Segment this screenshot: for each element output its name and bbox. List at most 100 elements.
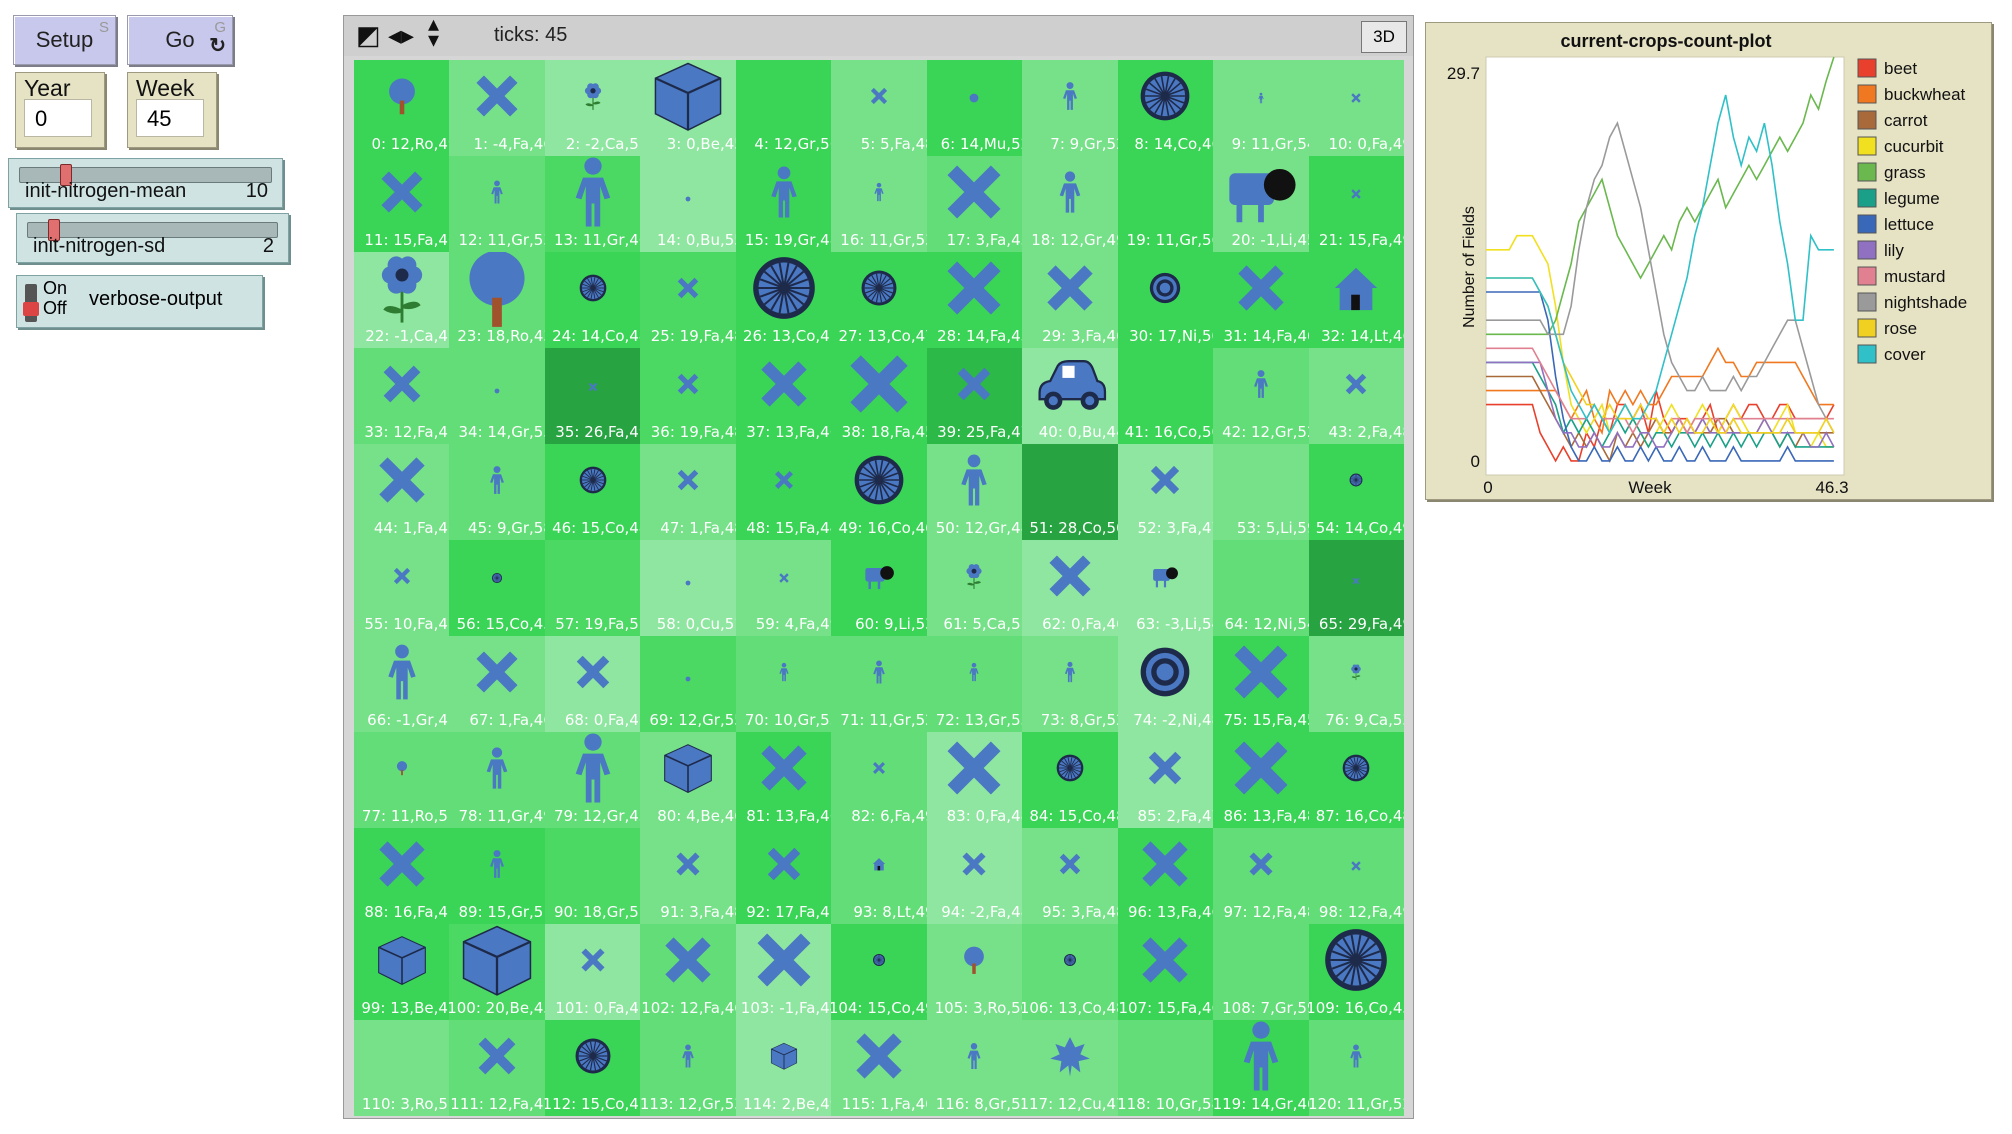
patch-cell[interactable]: 45: 9,Gr,58 — [449, 444, 545, 540]
patch-cell[interactable]: 54: 14,Co,49 — [1308, 444, 1404, 540]
patch-cell[interactable]: 66: -1,Gr,48 — [354, 636, 450, 732]
patch-cell[interactable]: 100: 20,Be,45 — [449, 924, 545, 1020]
patch-cell[interactable]: 14: 0,Bu,55 — [640, 156, 736, 252]
3d-button[interactable]: 3D — [1361, 21, 1407, 53]
patch-cell[interactable]: 73: 8,Gr,52 — [1022, 636, 1118, 732]
init-nitrogen-mean-slider[interactable]: init-nitrogen-mean 10 — [8, 158, 283, 208]
patch-cell[interactable]: 22: -1,Ca,46 — [354, 252, 450, 348]
patch-cell[interactable]: 48: 15,Fa,44 — [735, 444, 832, 540]
patch-cell[interactable]: 97: 12,Fa,48 — [1213, 828, 1309, 924]
patch-cell[interactable]: 6: 14,Mu,52 — [926, 60, 1023, 156]
patch-cell[interactable]: 88: 16,Fa,46 — [354, 828, 450, 924]
patch-cell[interactable]: 20: -1,Li,45 — [1213, 156, 1309, 252]
patch-cell[interactable]: 99: 13,Be,47 — [354, 924, 450, 1020]
slider-track[interactable] — [27, 219, 278, 241]
switch-knob[interactable] — [23, 302, 39, 316]
patch-cell[interactable]: 32: 14,Lt,46 — [1308, 252, 1404, 348]
patch-cell[interactable]: 112: 15,Co,47 — [544, 1020, 641, 1116]
patch-cell[interactable]: 15: 19,Gr,48 — [735, 156, 832, 252]
horizontal-arrows-icon[interactable]: ◂▸ — [388, 20, 415, 50]
patch-cell[interactable]: 21: 15,Fa,49 — [1308, 156, 1404, 252]
patch-cell[interactable]: 63: -3,Li,54 — [1117, 540, 1214, 636]
patch-cell[interactable]: 108: 7,Gr,59 — [1213, 924, 1309, 1020]
patch-cell[interactable]: 60: 9,Li,53 — [831, 540, 927, 636]
patch-cell[interactable]: 37: 13,Fa,46 — [735, 348, 832, 444]
patch-cell[interactable]: 106: 13,Co,48 — [1022, 924, 1118, 1020]
vertical-arrows-icon[interactable]: ▴ ▾ — [428, 11, 440, 52]
slider-track[interactable] — [19, 164, 272, 186]
patch-cell[interactable]: 24: 14,Co,48 — [544, 252, 641, 348]
patch-cell[interactable]: 118: 10,Gr,58 — [1117, 1020, 1214, 1116]
patch-cell[interactable]: 105: 3,Ro,50 — [926, 924, 1023, 1020]
patch-cell[interactable]: 61: 5,Ca,51 — [926, 540, 1023, 636]
patch-cell[interactable]: 98: 12,Fa,49 — [1308, 828, 1404, 924]
patch-cell[interactable]: 103: -1,Fa,44 — [735, 924, 832, 1020]
patch-cell[interactable]: 116: 8,Gr,52 — [926, 1020, 1023, 1116]
patch-cell[interactable]: 89: 15,Gr,51 — [449, 828, 545, 924]
patch-cell[interactable]: 55: 10,Fa,48 — [354, 540, 450, 636]
patch-cell[interactable]: 85: 2,Fa,47 — [1117, 732, 1214, 828]
patch-cell[interactable]: 49: 16,Co,46 — [831, 444, 927, 540]
patch-cell[interactable]: 111: 12,Fa,47 — [449, 1020, 545, 1116]
patch-cell[interactable]: 82: 6,Fa,49 — [831, 732, 927, 828]
patch-cell[interactable]: 94: -2,Fa,48 — [926, 828, 1023, 924]
patch-cell[interactable]: 59: 4,Fa,49 — [735, 540, 832, 636]
patch-cell[interactable]: 52: 3,Fa,47 — [1117, 444, 1214, 540]
patch-cell[interactable]: 36: 19,Fa,48 — [640, 348, 736, 444]
patch-cell[interactable]: 96: 13,Fa,46 — [1117, 828, 1214, 924]
patch-cell[interactable]: 12: 11,Gr,53 — [449, 156, 545, 252]
patch-cell[interactable]: 120: 11,Gr,52 — [1308, 1020, 1404, 1116]
patch-cell[interactable]: 50: 12,Gr,48 — [926, 444, 1023, 540]
patch-cell[interactable]: 90: 18,Gr,57 — [544, 828, 641, 924]
patch-cell[interactable]: 39: 25,Fa,47 — [926, 348, 1023, 444]
patch-cell[interactable]: 93: 8,Lt,49 — [831, 828, 927, 924]
patch-cell[interactable]: 107: 15,Fa,46 — [1117, 924, 1214, 1020]
patch-cell[interactable]: 58: 0,Cu,51 — [640, 540, 736, 636]
patch-cell[interactable]: 19: 11,Gr,56 — [1117, 156, 1214, 252]
patch-cell[interactable]: 115: 1,Fa,46 — [831, 1020, 927, 1116]
patch-cell[interactable]: 95: 3,Fa,48 — [1022, 828, 1118, 924]
patch-cell[interactable]: 53: 5,Li,59 — [1213, 444, 1309, 540]
patch-cell[interactable]: 7: 9,Gr,52 — [1022, 60, 1118, 156]
patch-cell[interactable]: 64: 12,Ni,54 — [1213, 540, 1309, 636]
patch-cell[interactable]: 35: 26,Fa,49 — [544, 348, 641, 444]
patch-cell[interactable]: 110: 3,Ro,51 — [354, 1020, 450, 1116]
verbose-output-switch[interactable]: On Off verbose-output — [16, 275, 263, 328]
patch-cell[interactable]: 17: 3,Fa,45 — [926, 156, 1023, 252]
patch-cell[interactable]: 72: 13,Gr,53 — [926, 636, 1023, 732]
patch-cell[interactable]: 10: 0,Fa,49 — [1308, 60, 1404, 156]
patch-cell[interactable]: 83: 0,Fa,48 — [926, 732, 1023, 828]
patch-cell[interactable]: 76: 9,Ca,53 — [1308, 636, 1404, 732]
patch-cell[interactable]: 1: -4,Fa,46 — [449, 60, 545, 156]
patch-cell[interactable]: 5: 5,Fa,48 — [831, 60, 927, 156]
patch-cell[interactable]: 25: 19,Fa,48 — [640, 252, 736, 348]
patch-cell[interactable]: 67: 1,Fa,46 — [449, 636, 545, 732]
patch-cell[interactable]: 33: 12,Fa,47 — [354, 348, 450, 444]
patch-cell[interactable]: 86: 13,Fa,48 — [1213, 732, 1309, 828]
setup-button[interactable]: Setup S — [13, 15, 116, 65]
patch-cell[interactable]: 75: 15,Fa,45 — [1213, 636, 1309, 732]
patch-cell[interactable]: 87: 16,Co,48 — [1308, 732, 1404, 828]
edit-icon[interactable]: ◩ — [356, 20, 381, 50]
patch-cell[interactable]: 11: 15,Fa,46 — [354, 156, 450, 252]
patch-cell[interactable]: 0: 12,Ro,49 — [354, 60, 450, 156]
slider-thumb[interactable] — [60, 164, 73, 186]
init-nitrogen-sd-slider[interactable]: init-nitrogen-sd 2 — [16, 213, 289, 263]
patch-cell[interactable]: 119: 14,Gr,46 — [1213, 1020, 1309, 1116]
patch-cell[interactable]: 38: 18,Fa,45 — [831, 348, 927, 444]
patch-cell[interactable]: 62: 0,Fa,46 — [1022, 540, 1118, 636]
patch-cell[interactable]: 117: 12,Cu,47 — [1022, 1020, 1118, 1116]
patch-cell[interactable]: 31: 14,Fa,46 — [1213, 252, 1309, 348]
patch-cell[interactable]: 2: -2,Ca,51 — [544, 60, 641, 156]
patch-cell[interactable]: 46: 15,Co,48 — [544, 444, 641, 540]
patch-cell[interactable]: 56: 15,Co,45 — [449, 540, 545, 636]
patch-cell[interactable]: 71: 11,Gr,52 — [831, 636, 927, 732]
patch-cell[interactable]: 84: 15,Co,48 — [1022, 732, 1118, 828]
patch-cell[interactable]: 78: 11,Gr,49 — [449, 732, 545, 828]
patch-cell[interactable]: 74: -2,Ni,48 — [1117, 636, 1214, 732]
patch-cell[interactable]: 109: 16,Co,45 — [1308, 924, 1404, 1020]
slider-thumb[interactable] — [47, 219, 60, 241]
patch-cell[interactable]: 68: 0,Fa,47 — [544, 636, 641, 732]
patch-cell[interactable]: 23: 18,Ro,43 — [449, 252, 545, 348]
patch-cell[interactable]: 114: 2,Be,49 — [735, 1020, 832, 1116]
